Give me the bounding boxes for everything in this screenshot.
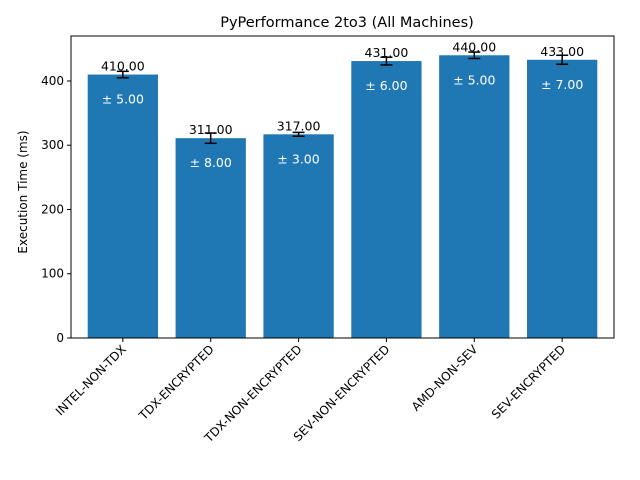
value-label: 317.00 — [277, 118, 321, 133]
x-tick-label: TDX-NON-ENCRYPTED — [201, 342, 305, 446]
bar — [527, 59, 598, 338]
chart-title: PyPerformance 2to3 (All Machines) — [220, 15, 474, 31]
error-label: ± 5.00 — [453, 72, 495, 87]
error-label: ± 5.00 — [102, 92, 144, 107]
x-tick-label: SEV-ENCRYPTED — [489, 342, 568, 421]
bar — [175, 138, 246, 338]
y-tick-label: 200 — [41, 202, 64, 216]
y-tick-label: 0 — [56, 331, 64, 345]
data-labels-layer: 410.00 ± 5.00 311.00 ± 8.00 317.00 ± 3.00 431.… — [101, 39, 584, 170]
value-label: 433.00 — [540, 44, 584, 59]
bar — [351, 61, 422, 339]
error-label: ± 3.00 — [277, 151, 319, 166]
bar — [439, 55, 510, 338]
error-bars-layer — [116, 51, 569, 145]
y-tick-label: 300 — [41, 138, 64, 152]
value-label: 440.00 — [452, 39, 496, 54]
bar — [263, 134, 334, 338]
error-label: ± 6.00 — [365, 78, 407, 93]
x-tick-label: AMD-NON-SEV — [409, 342, 481, 414]
y-tick-label: 100 — [41, 267, 64, 281]
x-tick-label: TDX-ENCRYPTED — [136, 342, 217, 423]
bars-layer — [87, 55, 598, 339]
error-label: ± 8.00 — [190, 155, 232, 170]
value-label: 431.00 — [365, 45, 409, 60]
value-label: 410.00 — [101, 59, 145, 74]
value-label: 311.00 — [189, 122, 233, 137]
x-tick-label: INTEL-NON-TDX — [53, 342, 129, 418]
error-label: ± 7.00 — [541, 77, 583, 92]
x-tick-label: SEV-NON-ENCRYPTED — [291, 342, 393, 444]
y-tick-label: 400 — [41, 74, 64, 88]
y-axis-label: Execution Time (ms) — [16, 130, 30, 253]
bar — [87, 74, 158, 338]
plot-frame — [70, 35, 615, 339]
